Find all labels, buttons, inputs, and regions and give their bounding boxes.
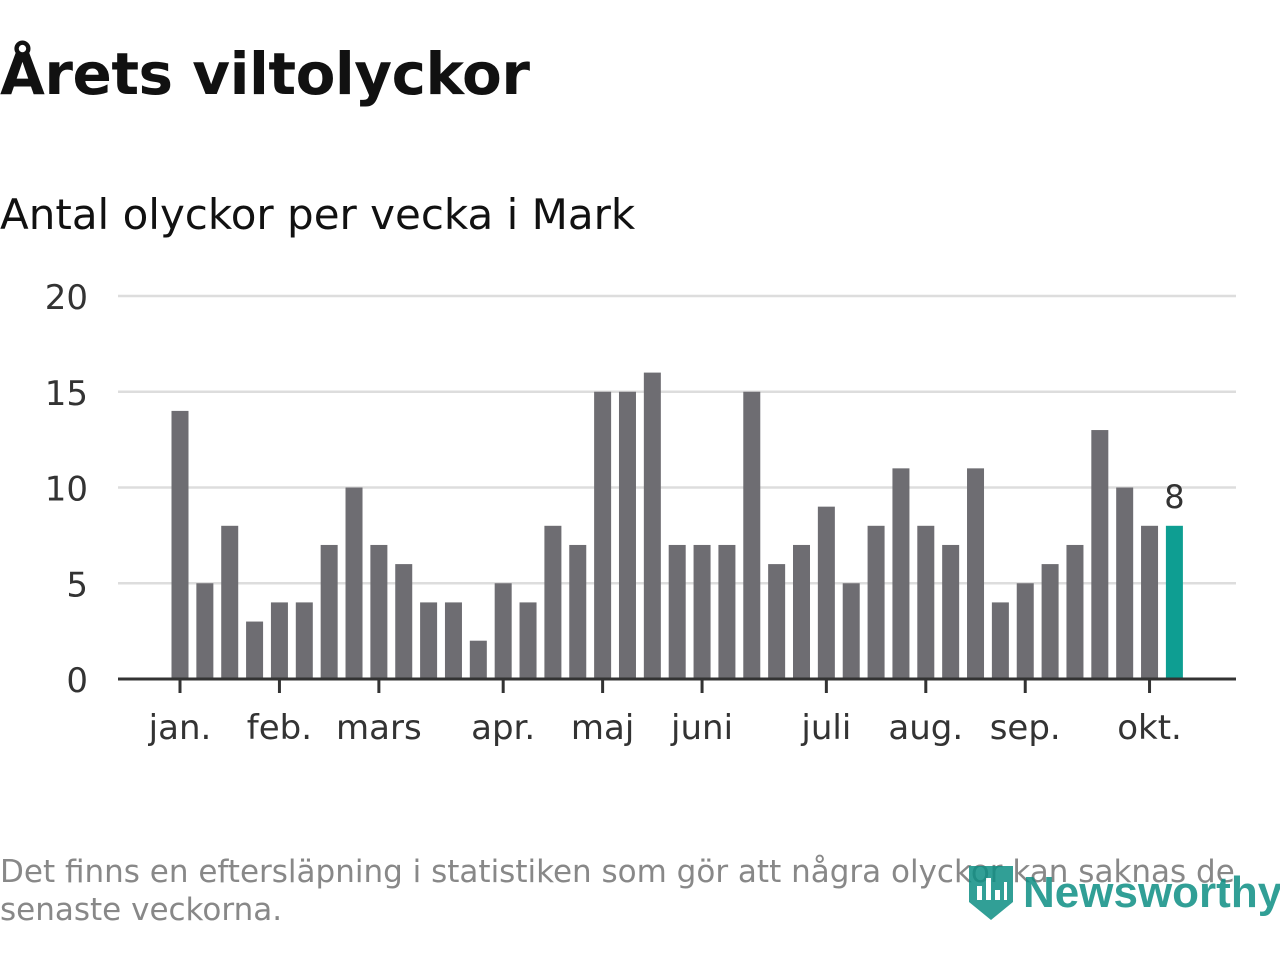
bar-21 [693,544,711,679]
bar-13 [494,583,512,679]
bar-35 [1041,564,1059,679]
bar-19 [643,372,661,679]
bar-26 [817,506,835,679]
bar-22 [718,544,736,679]
y-tick-label-20: 20 [45,278,88,318]
bar-38 [1116,487,1134,679]
x-tick-label: maj [571,708,634,748]
bar-23 [743,391,761,679]
bar-7 [345,487,363,679]
highlight-value-label: 8 [1164,478,1184,516]
x-tick-label: feb. [247,708,312,748]
x-tick-label: juni [670,708,733,748]
bar-16 [569,544,587,679]
bar-27 [842,583,860,679]
bar-33 [991,602,1009,679]
x-tick-label: sep. [990,708,1061,748]
chart-subtitle: Antal olyckor per vecka i Mark [0,190,636,239]
x-tick-label: okt. [1117,708,1182,748]
labels: 0 5 10 15 20 8 jan. feb. mars apr. maj juni juli aug.… [45,278,1185,748]
bar-4 [270,602,288,679]
bar-39 [1141,525,1159,679]
bar-18 [618,391,636,679]
bar-chart-shield-icon [969,866,1013,920]
brand-logo: Newsworthy [965,862,1280,924]
bar-11 [444,602,462,679]
axes [118,677,1236,693]
bar-14 [519,602,537,679]
bar-chart: 0 5 10 15 20 8 jan. feb. mars apr. maj juni juli aug.… [45,278,1236,748]
bar-29 [892,468,910,679]
bar-12 [469,640,487,679]
bar-25 [793,544,810,679]
bar-32 [967,468,985,679]
bar-36 [1066,544,1084,679]
bar-17 [594,391,612,679]
bar-9 [395,564,413,679]
bar-10 [420,602,438,679]
x-tick-label: jan. [148,708,212,748]
bar-8 [370,544,388,679]
bar-31 [942,544,960,679]
bar-30 [917,525,935,679]
brand-name: Newsworthy [1023,868,1280,917]
x-tick-label: aug. [888,708,963,748]
x-tick-label: mars [336,708,422,748]
grid-lines [118,294,1236,585]
bar-3 [246,621,264,679]
bars [171,372,1183,679]
y-tick-label-10: 10 [45,470,88,510]
y-tick-label-0: 0 [66,661,88,701]
footnote: Det finns en eftersläpning i statistiken… [0,854,1235,928]
bar-5 [295,602,313,679]
y-tick-label-5: 5 [66,565,88,605]
x-tick-label: apr. [471,708,535,748]
chart-title: Årets viltolyckor [0,40,530,108]
y-tick-label-15: 15 [45,374,88,414]
bar-2 [221,525,239,679]
bar-15 [544,525,562,679]
bar-37 [1091,430,1109,679]
bar-20 [668,544,686,679]
bar-highlight [1165,525,1183,679]
x-tick-label: juli [800,708,851,748]
bar-1 [196,583,214,679]
bar-28 [867,525,885,679]
bar-0 [171,410,189,679]
bar-24 [768,564,786,679]
bar-34 [1016,583,1034,679]
bar-6 [320,544,338,679]
